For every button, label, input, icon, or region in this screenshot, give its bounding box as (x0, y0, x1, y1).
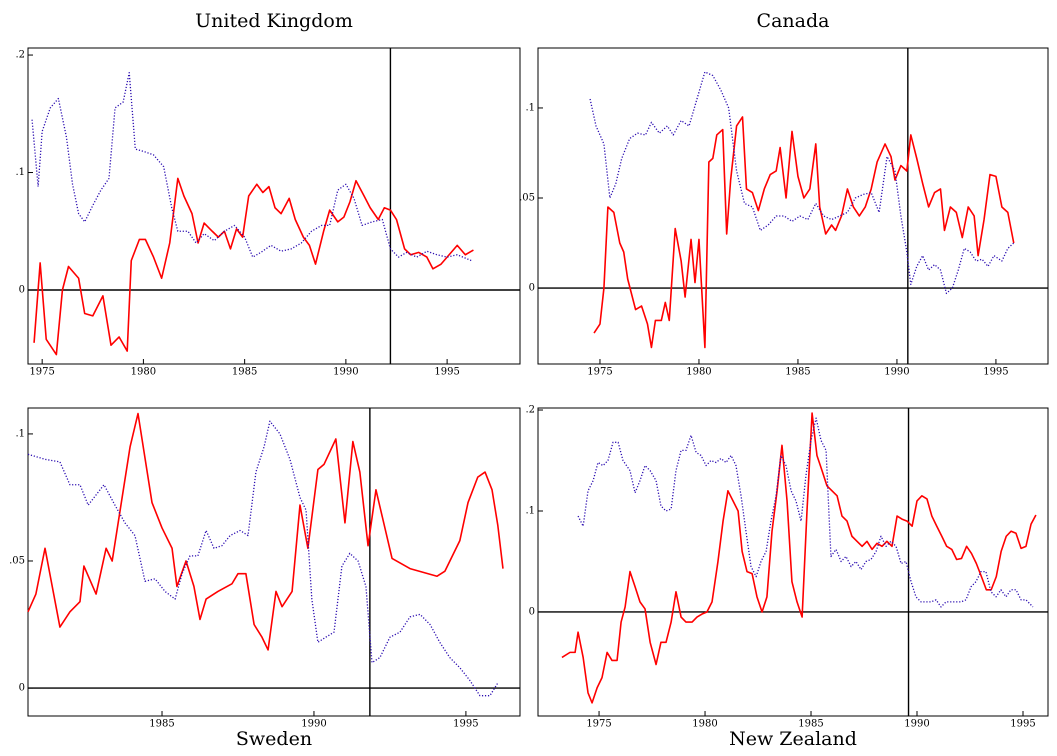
y-tick-label: .1 (15, 428, 25, 439)
x-tick-label: 1980 (686, 367, 711, 378)
x-tick-label: 1985 (785, 367, 810, 378)
y-tick-label: .1 (525, 506, 535, 517)
y-tick-label: 0 (529, 283, 535, 294)
plot-frame (537, 47, 1049, 365)
x-tick-label: 1990 (904, 719, 929, 730)
x-tick-label: 1990 (301, 719, 326, 730)
chart-title: Sweden (236, 728, 312, 750)
series-line (27, 420, 499, 697)
y-tick-label: 0 (529, 606, 535, 617)
x-tick-label: 1985 (232, 367, 257, 378)
x-tick-label: 1995 (1010, 719, 1035, 730)
x-tick-label: 1995 (434, 367, 459, 378)
y-tick-label: 0 (19, 683, 25, 694)
y-tick-label: .1 (15, 167, 25, 178)
series-line (593, 116, 1015, 349)
plot-frame (27, 47, 521, 365)
y-tick-label: .05 (519, 192, 535, 203)
chart-title: Canada (757, 10, 830, 32)
chart-title: United Kingdom (195, 10, 353, 32)
y-tick-label: .1 (525, 102, 535, 113)
plot-frame (27, 407, 521, 717)
chart-title: New Zealand (729, 728, 857, 750)
x-tick-label: 1980 (131, 367, 156, 378)
series-line (27, 412, 504, 651)
x-tick-label: 1990 (884, 367, 909, 378)
y-tick-label: .2 (525, 405, 535, 416)
y-tick-label: .05 (9, 555, 25, 566)
x-tick-label: 1985 (798, 719, 823, 730)
plot-frame (537, 407, 1049, 717)
x-tick-label: 1995 (983, 367, 1008, 378)
x-tick-label: 1985 (149, 719, 174, 730)
x-tick-label: 1975 (587, 367, 612, 378)
series-line (577, 417, 1034, 608)
y-tick-label: 0 (19, 284, 25, 295)
series-line (589, 71, 1015, 295)
y-tick-label: .2 (15, 50, 25, 61)
x-tick-label: 1975 (29, 367, 54, 378)
series-line (561, 412, 1037, 704)
series-line (31, 72, 472, 262)
x-tick-label: 1980 (692, 719, 717, 730)
series-line (33, 177, 474, 356)
x-tick-label: 1975 (586, 719, 611, 730)
x-tick-label: 1995 (453, 719, 478, 730)
x-tick-label: 1990 (333, 367, 358, 378)
